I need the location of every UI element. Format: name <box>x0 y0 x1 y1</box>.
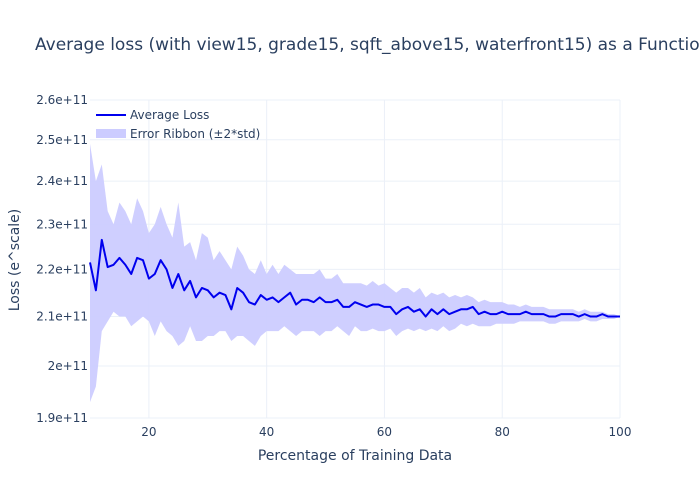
error-ribbon <box>90 143 620 403</box>
x-tick-label: 100 <box>609 425 632 439</box>
legend-label-average-loss[interactable]: Average Loss <box>130 108 209 122</box>
y-tick-label: 2.6e+11 <box>36 93 88 107</box>
y-tick-label: 2e+11 <box>48 359 88 373</box>
x-tick-label: 20 <box>141 425 156 439</box>
x-axis-title: Percentage of Training Data <box>258 448 452 464</box>
y-tick-label: 2.1e+11 <box>36 310 88 324</box>
y-axis-title: Loss (e^scale) <box>7 209 23 312</box>
y-tick-label: 2.2e+11 <box>36 262 88 276</box>
error-ribbon-layer <box>90 143 620 403</box>
average-loss-layer <box>89 238 620 318</box>
y-tick-label: 2.3e+11 <box>36 217 88 231</box>
legend-swatch-error-ribbon <box>96 129 126 138</box>
x-axis-ticks: 20 40 60 80 100 <box>141 425 631 439</box>
y-axis-ticks: 1.9e+11 2e+11 2.1e+11 2.2e+11 2.3e+11 2.4e+11… <box>36 93 88 425</box>
y-tick-label: 1.9e+11 <box>36 411 88 425</box>
y-tick-label: 2.4e+11 <box>36 174 88 188</box>
x-tick-label: 40 <box>259 425 274 439</box>
chart-title: Average loss (with view15, grade15, sqft… <box>35 35 700 55</box>
x-tick-label: 60 <box>377 425 392 439</box>
average-loss-line <box>89 238 620 318</box>
legend: Average Loss Error Ribbon (±2*std) <box>96 108 260 141</box>
y-tick-label: 2.5e+11 <box>36 133 88 147</box>
x-tick-label: 80 <box>495 425 510 439</box>
legend-label-error-ribbon[interactable]: Error Ribbon (±2*std) <box>130 127 260 141</box>
